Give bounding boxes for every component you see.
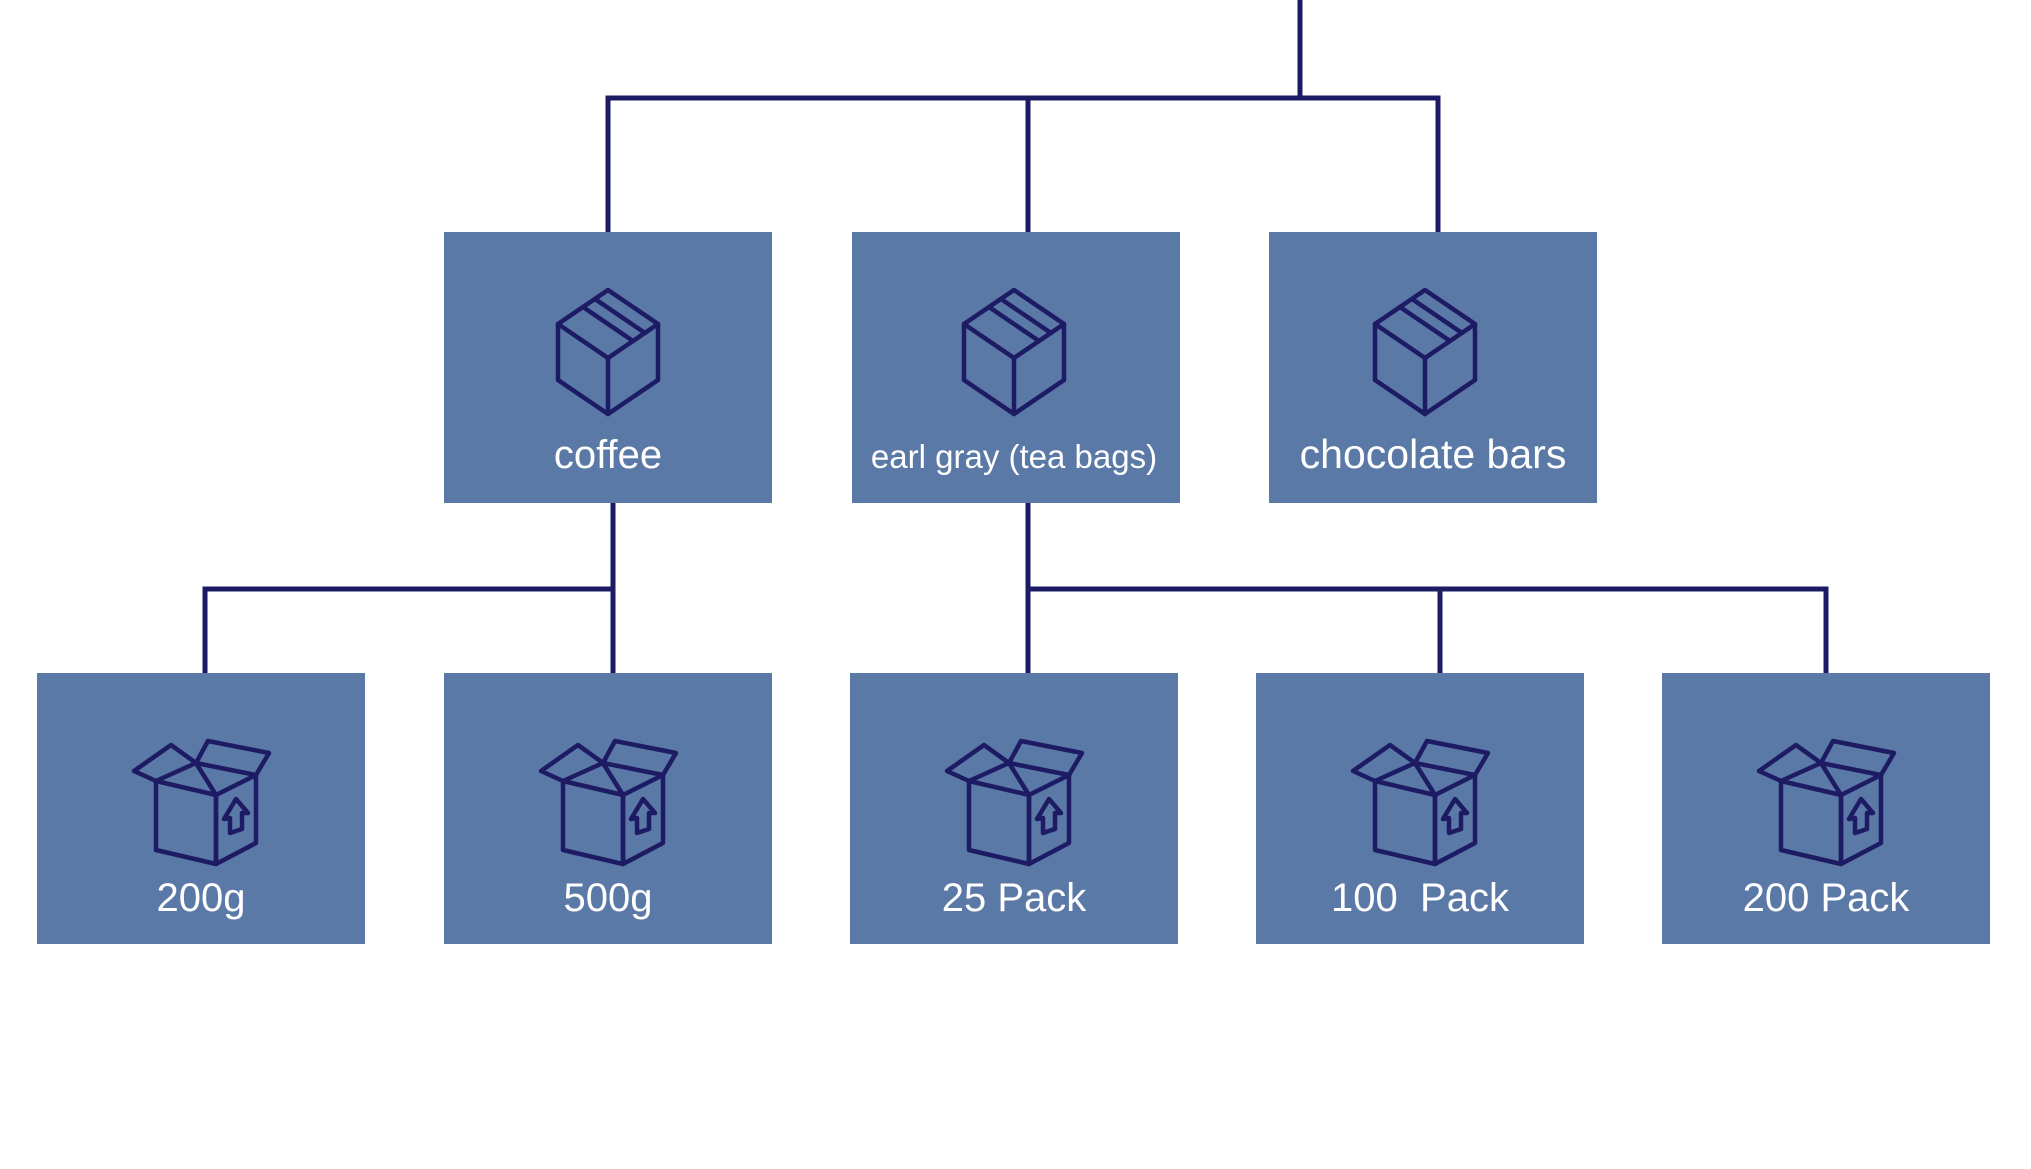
node-box <box>1662 673 1990 944</box>
category-label: coffee <box>554 433 662 477</box>
variant-label: 200g <box>157 876 246 920</box>
node-box <box>850 673 1178 944</box>
variant-label: 200 Pack <box>1743 876 1911 920</box>
category-label: earl gray (tea bags) <box>871 438 1157 475</box>
closed-box-icon <box>961 287 1067 417</box>
node-box <box>37 673 365 944</box>
open-box-up-arrow-icon <box>131 738 272 867</box>
category-node-chocolate: chocolate bars <box>1269 232 1597 503</box>
category-node-coffee: coffee <box>444 232 772 503</box>
node-box <box>444 673 772 944</box>
variant-node-tea-25: 25 Pack <box>850 673 1178 944</box>
variant-node-tea-100: 100 Pack <box>1256 673 1584 944</box>
variant-label: 500g <box>564 876 653 920</box>
category-label: chocolate bars <box>1300 431 1567 477</box>
closed-box-icon <box>555 287 661 417</box>
node-box <box>1256 673 1584 944</box>
open-box-up-arrow-icon <box>944 738 1085 867</box>
connectors <box>202 0 1829 676</box>
variant-node-coffee-500g: 500g <box>444 673 772 944</box>
variant-label: 25 Pack <box>942 876 1088 920</box>
node-box <box>1269 232 1597 503</box>
closed-box-icon <box>1372 287 1478 417</box>
variant-node-tea-200: 200 Pack <box>1662 673 1990 944</box>
open-box-up-arrow-icon <box>538 738 679 867</box>
variant-node-coffee-200g: 200g <box>37 673 365 944</box>
variant-label: 100 Pack <box>1331 876 1510 920</box>
category-node-earl-gray: earl gray (tea bags) <box>852 232 1180 503</box>
open-box-up-arrow-icon <box>1756 738 1897 867</box>
open-box-up-arrow-icon <box>1350 738 1491 867</box>
